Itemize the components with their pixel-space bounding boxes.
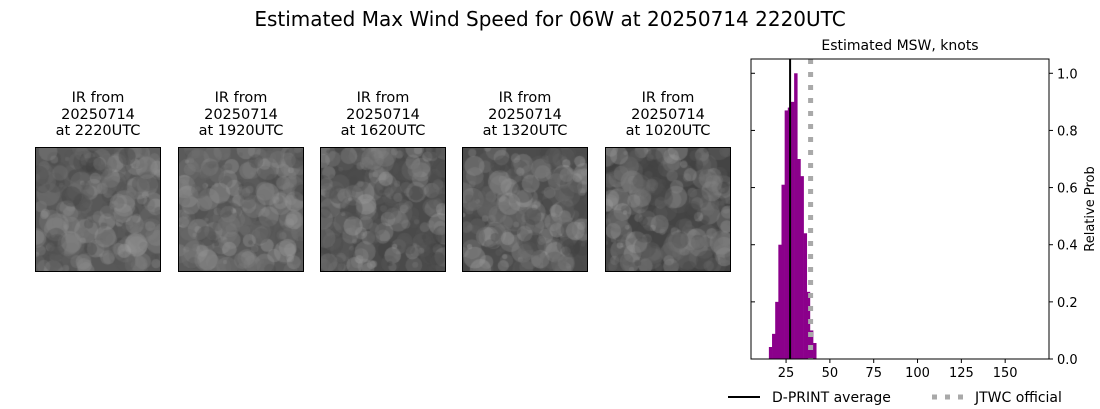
- y-tick-label: 0.0: [1057, 353, 1078, 368]
- y-tick-label: 0.4: [1057, 239, 1078, 254]
- histogram-bar: [778, 244, 782, 359]
- histogram-bar: [784, 110, 789, 359]
- y-tick-label: 0.6: [1057, 182, 1078, 197]
- ir-satellite-image: [462, 147, 588, 272]
- ir-satellite-image: [320, 147, 446, 272]
- histogram-bar: [806, 291, 811, 359]
- histogram-bar: [768, 347, 773, 359]
- ir-panel: IR from 20250714 at 2220UTC: [35, 90, 161, 272]
- y-tick-label: 1.0: [1057, 67, 1078, 82]
- x-tick-label: 125: [949, 366, 974, 381]
- histogram-bar: [813, 343, 817, 359]
- x-tick-label: 50: [822, 366, 839, 381]
- ir-satellite-image: [35, 147, 161, 272]
- x-tick-label: 100: [905, 366, 930, 381]
- y-axis-label: Relative Prob: [1083, 166, 1098, 251]
- ir-panel: IR from 20250714 at 1320UTC: [462, 90, 588, 272]
- y-tick-label: 0.8: [1057, 124, 1078, 139]
- x-tick-label: 75: [865, 366, 882, 381]
- ir-panel-title: IR from 20250714 at 2220UTC: [55, 90, 141, 139]
- plot-frame: [750, 58, 1050, 360]
- ir-satellite-image: [178, 147, 304, 272]
- ir-panel-title: IR from 20250714 at 1920UTC: [198, 90, 284, 139]
- x-tick-label: 150: [993, 366, 1018, 381]
- ir-satellite-image: [605, 147, 731, 272]
- figure-title: Estimated Max Wind Speed for 06W at 2025…: [254, 7, 846, 31]
- ir-panel: IR from 20250714 at 1020UTC: [605, 90, 731, 272]
- ir-panel-title: IR from 20250714 at 1620UTC: [340, 90, 426, 139]
- histogram-bar: [794, 73, 798, 360]
- histogram-bar: [775, 301, 779, 359]
- y-tick-label: 0.2: [1057, 296, 1078, 311]
- legend-jtwc-label: JTWC official: [974, 390, 1062, 406]
- histogram-bar: [800, 176, 804, 359]
- histogram-bar: [790, 101, 795, 359]
- ir-panel-title: IR from 20250714 at 1020UTC: [625, 90, 711, 139]
- chart-title: Estimated MSW, knots: [821, 38, 978, 54]
- histogram-bar: [803, 233, 808, 359]
- ir-panel: IR from 20250714 at 1620UTC: [320, 90, 446, 272]
- ir-panel-title: IR from 20250714 at 1320UTC: [482, 90, 568, 139]
- histogram-bar: [797, 159, 801, 359]
- legend-dprint-label: D-PRINT average: [772, 390, 891, 406]
- x-tick-label: 25: [778, 366, 795, 381]
- histogram-bar: [772, 333, 776, 359]
- histogram-bar: [781, 184, 785, 359]
- ir-panel: IR from 20250714 at 1920UTC: [178, 90, 304, 272]
- histogram-bar: [809, 330, 814, 359]
